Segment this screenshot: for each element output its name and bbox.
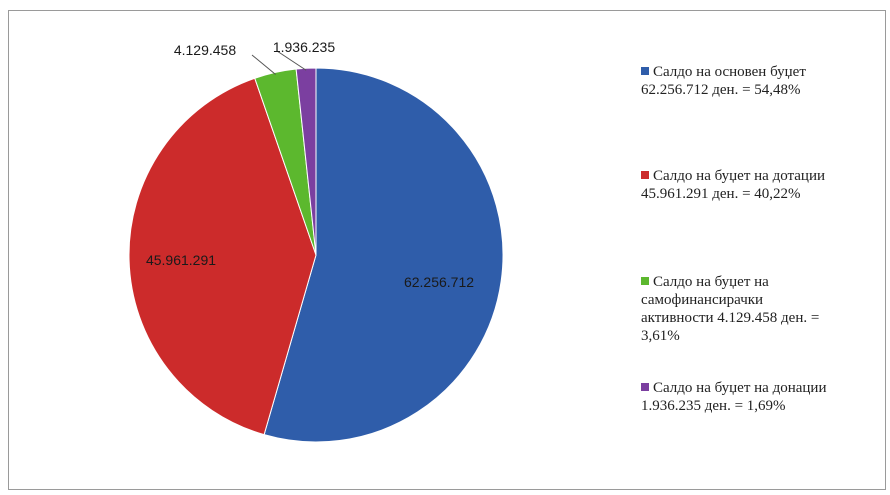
data-label-self-financing-budget: 4.129.458: [174, 42, 236, 58]
pie-slice-grants-budget: [128, 77, 317, 436]
legend-item-self-financing-budget: Салдо на буџет на самофинансирачки актив…: [641, 273, 890, 345]
leader-line-self-financing-budget: [251, 54, 276, 75]
legend-swatch-donations-budget: [641, 383, 649, 391]
data-label-donations-budget: 1.936.235: [273, 39, 335, 55]
chart-frame: 62.256.712 45.961.291 4.129.458 1.936.235 С…: [8, 10, 886, 490]
pie-slice-main-budget: [263, 67, 504, 443]
legend-item-label: Салдо на основен буџет: [653, 64, 806, 80]
legend-item-value: 62.256.712 ден. = 54,48%: [641, 82, 801, 98]
legend-item-donations-budget: Салдо на буџет на донации 1.936.235 ден.…: [641, 379, 890, 415]
leader-line-donations-budget: [276, 50, 307, 71]
legend-item-label-cont: активности 4.129.458 ден. =: [641, 310, 820, 326]
legend-item-value: 45.961.291 ден. = 40,22%: [641, 186, 801, 202]
pie-chart: 62.256.712 45.961.291 4.129.458 1.936.235: [128, 39, 504, 443]
legend-item-label: Салдо на буџет на: [653, 274, 769, 290]
legend-item-label: Салдо на буџет на дотации: [653, 168, 825, 184]
legend-swatch-grants-budget: [641, 171, 649, 179]
legend-item-grants-budget: Салдо на буџет на дотации 45.961.291 ден…: [641, 167, 890, 203]
legend-swatch-self-financing-budget: [641, 277, 649, 285]
legend-item-label-cont: самофинансирачки: [641, 292, 764, 308]
legend-item-value: 1.936.235 ден. = 1,69%: [641, 398, 786, 414]
legend-item-value: 3,61%: [641, 328, 680, 344]
pie-slice-donations-budget: [295, 67, 317, 256]
data-label-grants-budget: 45.961.291: [146, 252, 216, 268]
data-label-main-budget: 62.256.712: [404, 274, 474, 290]
legend-item-main-budget: Салдо на основен буџет 62.256.712 ден. =…: [641, 63, 890, 99]
legend-item-label: Салдо на буџет на донации: [653, 380, 827, 396]
legend-swatch-main-budget: [641, 67, 649, 75]
